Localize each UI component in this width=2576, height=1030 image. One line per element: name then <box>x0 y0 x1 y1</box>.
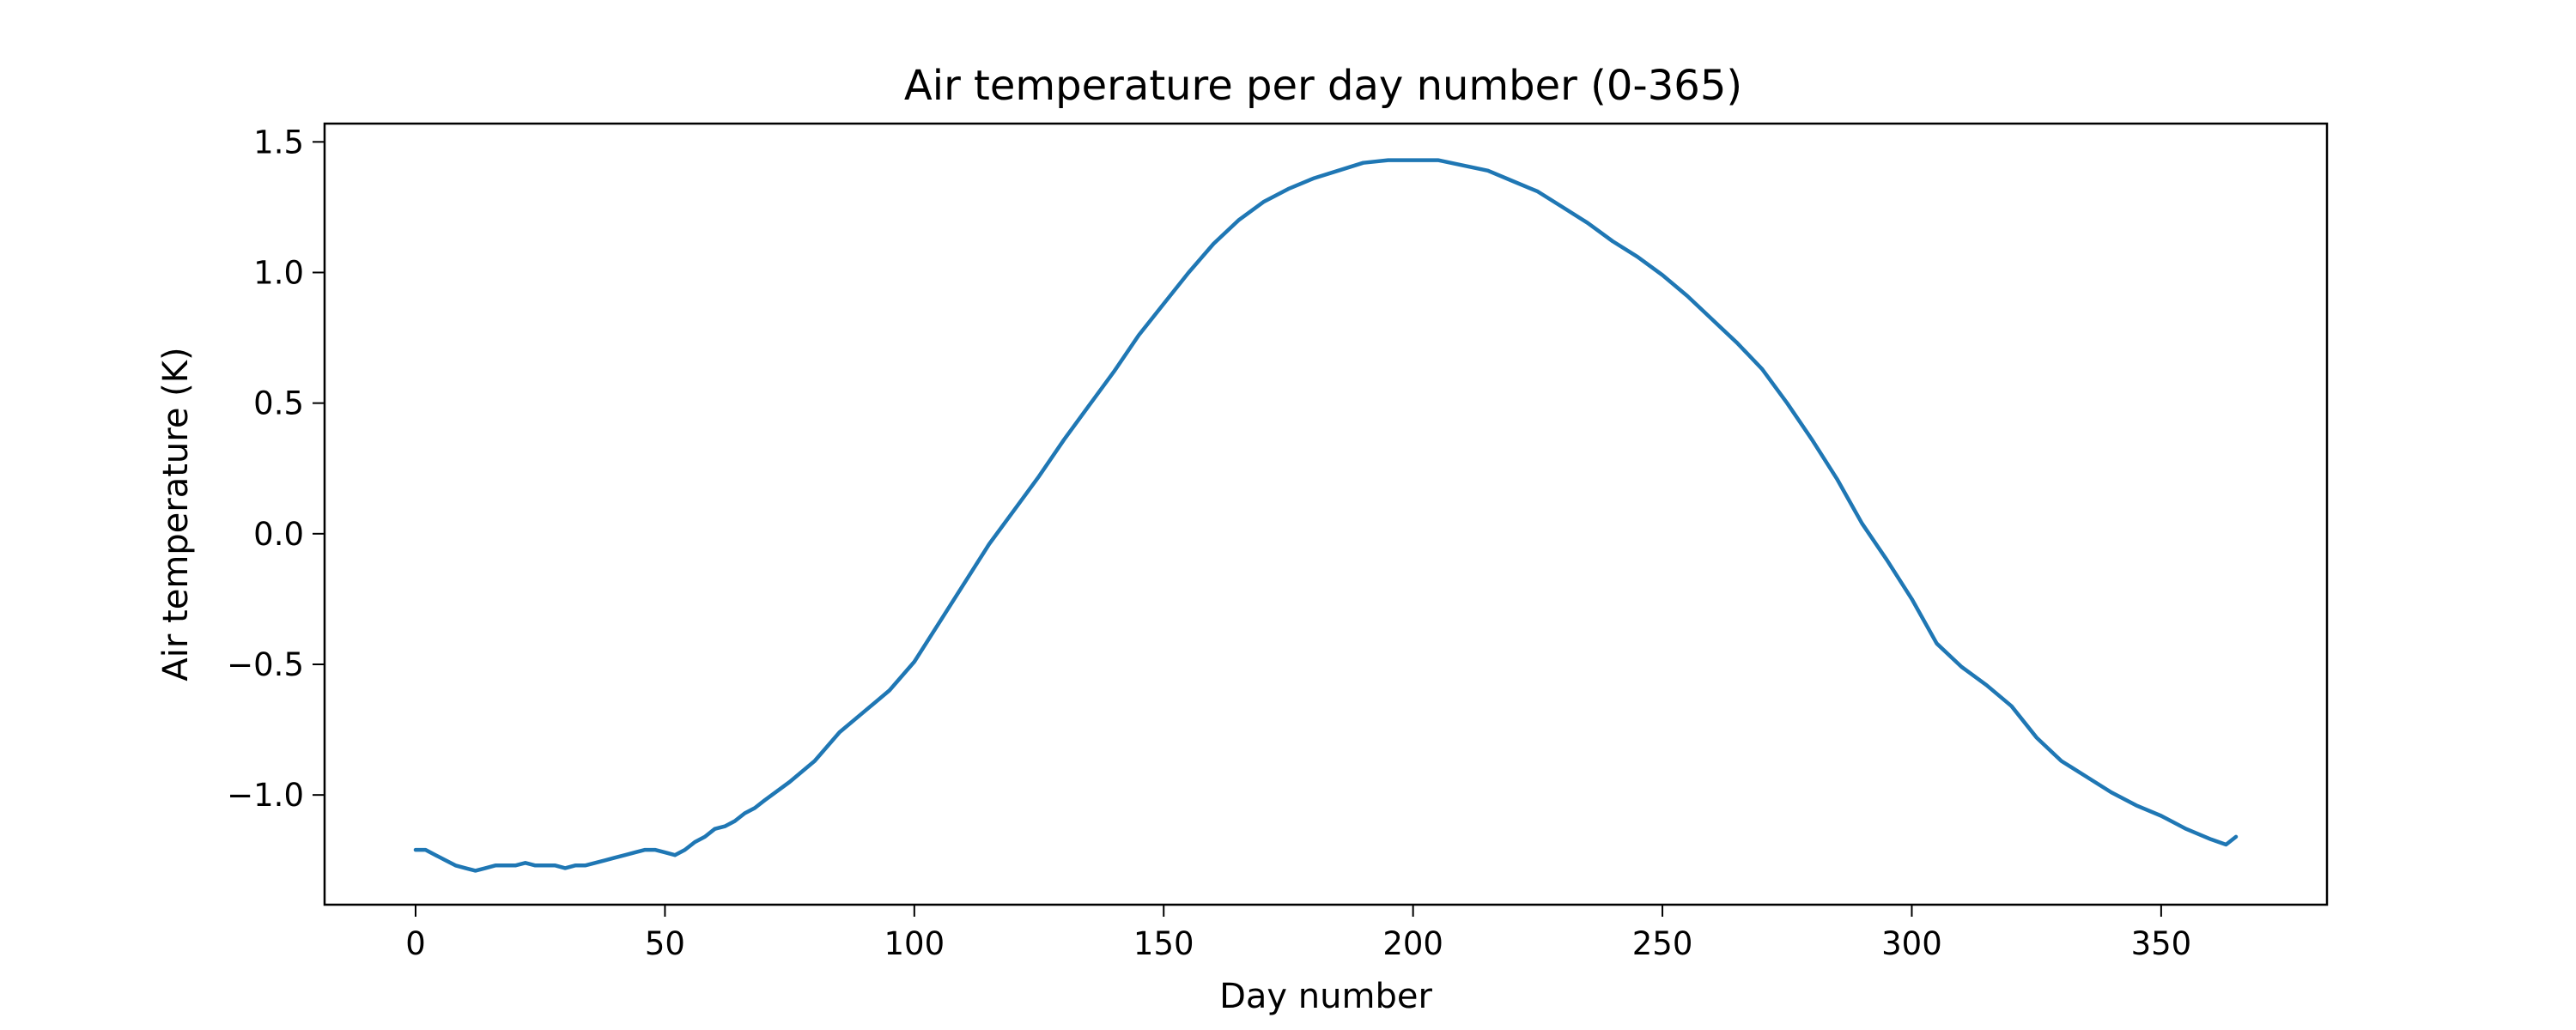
y-tick-label: 0.5 <box>253 385 304 422</box>
x-tick-label: 0 <box>405 925 426 962</box>
chart-title: Air temperature per day number (0-365) <box>904 62 1742 110</box>
x-tick-label: 350 <box>2131 925 2192 962</box>
x-tick-label: 200 <box>1382 925 1443 962</box>
plot-frame <box>323 122 2329 906</box>
x-tick-label: 50 <box>645 925 685 962</box>
y-tick-label: −1.0 <box>227 777 304 814</box>
plot-layer <box>413 158 2239 873</box>
y-tick-label: 1.5 <box>253 124 304 161</box>
tick-layer: 0 50 100 150 200 250 300 350 −1.0 −0.5 0.0 0.5 1.0 1.… <box>227 124 2191 962</box>
y-axis-title: Air temperature (K) <box>156 347 196 681</box>
y-tick-label: −0.5 <box>227 646 304 683</box>
x-tick-label: 150 <box>1133 925 1194 962</box>
y-tick-label: 0.0 <box>253 516 304 553</box>
x-tick-label: 300 <box>1881 925 1942 962</box>
y-tick-label: 1.0 <box>253 254 304 291</box>
x-tick-label: 100 <box>884 925 945 962</box>
series-line <box>413 158 2239 873</box>
x-axis-title: Day number <box>1219 977 1432 1016</box>
x-tick-label: 250 <box>1632 925 1693 962</box>
